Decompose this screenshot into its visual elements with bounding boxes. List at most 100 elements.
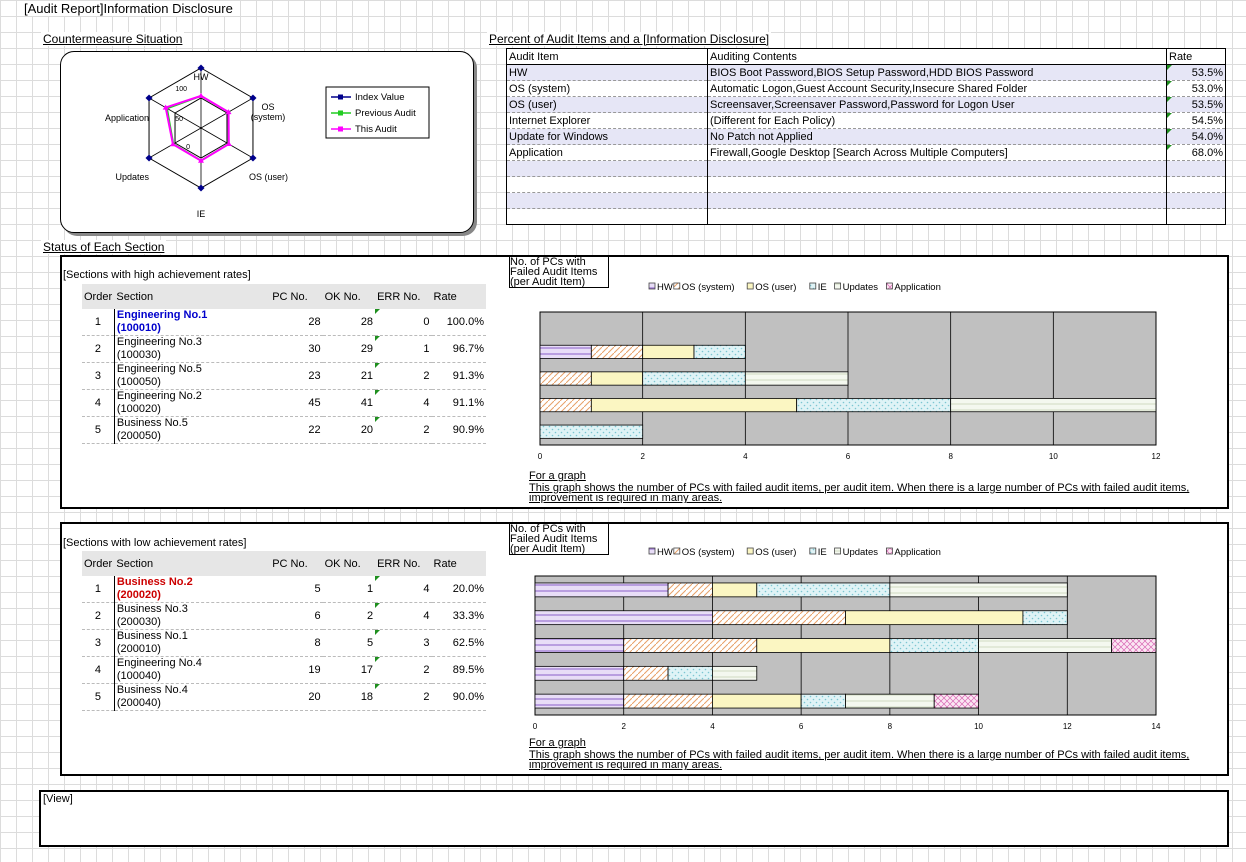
radar-axis-label: HW <box>194 72 209 82</box>
section-name: Engineering No.3 (100030) <box>113 335 271 363</box>
index-value-marker <box>145 94 153 102</box>
order: 5 <box>82 416 115 444</box>
bar-segment-hw <box>534 665 625 681</box>
audit-empty-row[interactable] <box>506 192 1226 209</box>
ok-count: 1 <box>322 576 376 603</box>
audit-rate: 68.0% <box>1166 144 1226 161</box>
low-row[interactable]: 2 Business No.3 (200030) 6 2 4 33.3% <box>82 602 486 630</box>
audit-empty-row[interactable] <box>506 208 1226 225</box>
pc-count: 30 <box>270 335 323 363</box>
low-chart-panel[interactable]: No. of PCs with Failed Audit Items (per … <box>506 524 1226 770</box>
audit-heading: Percent of Audit Items and a [Informatio… <box>487 32 772 46</box>
bar-segment-hw <box>534 693 625 709</box>
bar-segment-os-user- <box>712 582 758 598</box>
section-code: (200040) <box>116 697 161 709</box>
low-row[interactable]: 1 Business No.2 (200020) 5 1 4 20.0% <box>82 576 486 603</box>
radar-tick-label: 0 <box>186 144 190 151</box>
section-name: Engineering No.2 (100020) <box>113 389 271 417</box>
bar-segment-updates <box>950 398 1157 413</box>
x-tick-label: 2 <box>640 452 645 461</box>
this-audit-marker <box>225 109 232 115</box>
chart-legend-swatch <box>673 282 681 290</box>
audit-contents: BIOS Boot Password,BIOS Setup Password,H… <box>707 64 1167 81</box>
bar-segment-os-user- <box>590 371 644 386</box>
this-audit-marker <box>225 141 232 147</box>
bar-segment-hw <box>539 344 592 359</box>
audit-item: HW <box>506 64 708 81</box>
this-audit-marker <box>198 92 204 98</box>
chart-legend-label: IE <box>818 547 827 558</box>
bar-segment-os-user- <box>642 344 695 359</box>
chart-legend-label: Updates <box>843 282 879 293</box>
low-row[interactable]: 4 Engineering No.4 (100040) 19 17 2 89.5% <box>82 656 486 684</box>
section-code: (100020) <box>116 403 161 415</box>
radar-chart-box[interactable]: HW OS (system) OS (user) IE Updates Applicatio… <box>60 51 474 233</box>
chart-legend-swatch <box>648 282 656 290</box>
bar-segment-updates <box>712 665 758 681</box>
section-label: Business No.4 <box>116 684 188 696</box>
high-row[interactable]: 2 Engineering No.3 (100030) 30 29 1 96.7% <box>82 335 486 363</box>
high-row[interactable]: 3 Engineering No.5 (100050) 23 21 2 91.3% <box>82 362 486 390</box>
ok-count: 41 <box>322 389 376 417</box>
audit-row[interactable]: OS (user) Screensaver,Screensaver Passwor… <box>506 96 1226 113</box>
section-code: (200020) <box>116 589 161 601</box>
chart-legend-swatch <box>746 282 754 290</box>
err-count: 2 <box>375 362 432 390</box>
high-section-title: [Sections with high achievement rates] <box>63 269 251 281</box>
audit-row[interactable]: OS (system) Automatic Logon,Guest Account… <box>506 80 1226 97</box>
section-label: Business No.2 <box>116 576 193 588</box>
x-tick-label: 6 <box>799 722 804 731</box>
section-code: (100030) <box>116 349 161 361</box>
audit-rate: 54.5% <box>1166 112 1226 129</box>
pc-count: 28 <box>270 309 323 336</box>
bar-segment-hw <box>534 610 713 626</box>
high-row[interactable]: 4 Engineering No.2 (100020) 45 41 4 91.1% <box>82 389 486 417</box>
high-chart-panel[interactable]: No. of PCs with Failed Audit Items (per … <box>506 257 1226 503</box>
order: 3 <box>82 629 115 657</box>
rate: 33.3% <box>431 602 486 630</box>
radar-axis-label-line: Updates <box>115 172 149 182</box>
bar-segment-updates <box>978 638 1113 653</box>
view-label: [View] <box>43 793 73 805</box>
chart-legend-swatch <box>673 547 681 555</box>
audit-row[interactable]: Internet Explorer (Different for Each Pol… <box>506 112 1226 129</box>
bar-segment-updates <box>744 371 849 386</box>
radar-axis-label-line: Application <box>105 113 149 123</box>
bar-segment-ie <box>800 693 846 709</box>
section-name: Engineering No.4 (100040) <box>113 656 271 684</box>
section-name: Business No.4 (200040) <box>113 683 271 711</box>
col-order: Order <box>82 284 115 309</box>
audit-row[interactable]: Application Firewall,Google Desktop [Sear… <box>506 144 1226 161</box>
radar-axis-label-line: IE <box>197 209 206 219</box>
radar-axis-label: Updates <box>115 172 149 182</box>
chart-legend-swatch <box>809 547 817 555</box>
col-section: Section <box>114 551 271 576</box>
audit-col-rate: Rate <box>1166 48 1226 65</box>
audit-empty-row[interactable] <box>506 176 1226 193</box>
low-row[interactable]: 3 Business No.1 (200010) 8 5 3 62.5% <box>82 629 486 657</box>
radar-axis-label-line: HW <box>194 72 209 82</box>
low-row[interactable]: 5 Business No.4 (200040) 20 18 2 90.0% <box>82 683 486 711</box>
audit-row[interactable]: HW BIOS Boot Password,BIOS Setup Password… <box>506 64 1226 81</box>
this-audit-marker <box>169 141 176 147</box>
col-rate: Rate <box>431 551 486 576</box>
high-row[interactable]: 1 Engineering No.1 (100010) 28 28 0 100.0… <box>82 309 486 336</box>
high-row[interactable]: 5 Business No.5 (200050) 22 20 2 90.9% <box>82 416 486 444</box>
ok-count: 18 <box>322 683 376 711</box>
audit-rate: 53.5% <box>1166 64 1226 81</box>
pc-count: 8 <box>270 629 323 657</box>
x-tick-label: 6 <box>846 452 851 461</box>
rate: 90.0% <box>431 683 486 711</box>
audit-contents: Automatic Logon,Guest Account Security,I… <box>707 80 1167 97</box>
bar-segment-ie <box>796 398 952 413</box>
order: 5 <box>82 683 115 711</box>
view-box[interactable]: [View] <box>39 790 1229 847</box>
bar-segment-application <box>933 693 979 709</box>
index-value-marker <box>197 64 205 72</box>
x-tick-label: 12 <box>1152 452 1161 461</box>
audit-empty-row[interactable] <box>506 160 1226 177</box>
pc-count: 45 <box>270 389 323 417</box>
x-tick-label: 12 <box>1063 722 1072 731</box>
audit-row[interactable]: Update for Windows No Patch not Applied 54… <box>506 128 1226 145</box>
high-note-line1: This graph shows the number of PCs with … <box>529 482 1190 494</box>
